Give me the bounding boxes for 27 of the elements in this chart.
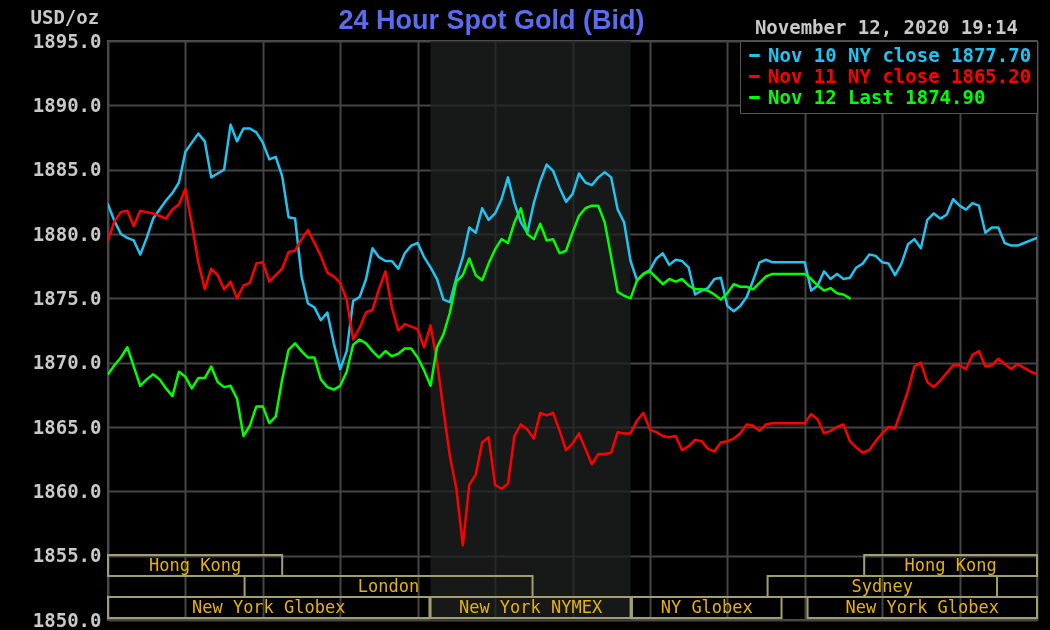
y-tick-label: 1860.0 — [32, 479, 102, 502]
y-tick-label: 1865.0 — [32, 415, 102, 438]
line-series — [108, 204, 852, 438]
legend-label: Nov 12 Last 1874.90 — [768, 85, 986, 108]
annotation: Hong Kong — [149, 555, 242, 575]
y-tick-label: 1880.0 — [32, 222, 102, 245]
line-series — [108, 123, 1037, 371]
y-tick-label: 1885.0 — [32, 158, 102, 181]
annotation: New York NYMEX — [458, 597, 603, 617]
y-tick-label: 1855.0 — [32, 544, 102, 567]
legend-label: Nov 11 NY close 1865.20 — [768, 64, 1032, 87]
chart-subtitle: November 12, 2020 19:14 — [754, 16, 1018, 38]
y-tick-label: 1870.0 — [32, 351, 102, 374]
annotation: NY Globex — [660, 597, 753, 617]
annotation: New York Globex — [845, 597, 1000, 617]
y-tick-label: 1890.0 — [32, 93, 102, 116]
line-series — [108, 187, 1037, 547]
y-tick-label: 1875.0 — [32, 286, 102, 309]
y-axis-title: USD/oz — [30, 5, 100, 28]
legend-label: Nov 10 NY close 1877.70 — [768, 43, 1032, 66]
annotation: Hong Kong — [904, 555, 997, 575]
annotation: Sydney — [851, 576, 914, 596]
chart-title: 24 Hour Spot Gold (Bid) — [338, 5, 645, 35]
y-tick-label: 1895.0 — [32, 29, 102, 52]
annotation: London — [357, 576, 420, 596]
y-tick-label: 1850.0 — [32, 608, 102, 630]
annotation: New York Globex — [191, 597, 346, 617]
